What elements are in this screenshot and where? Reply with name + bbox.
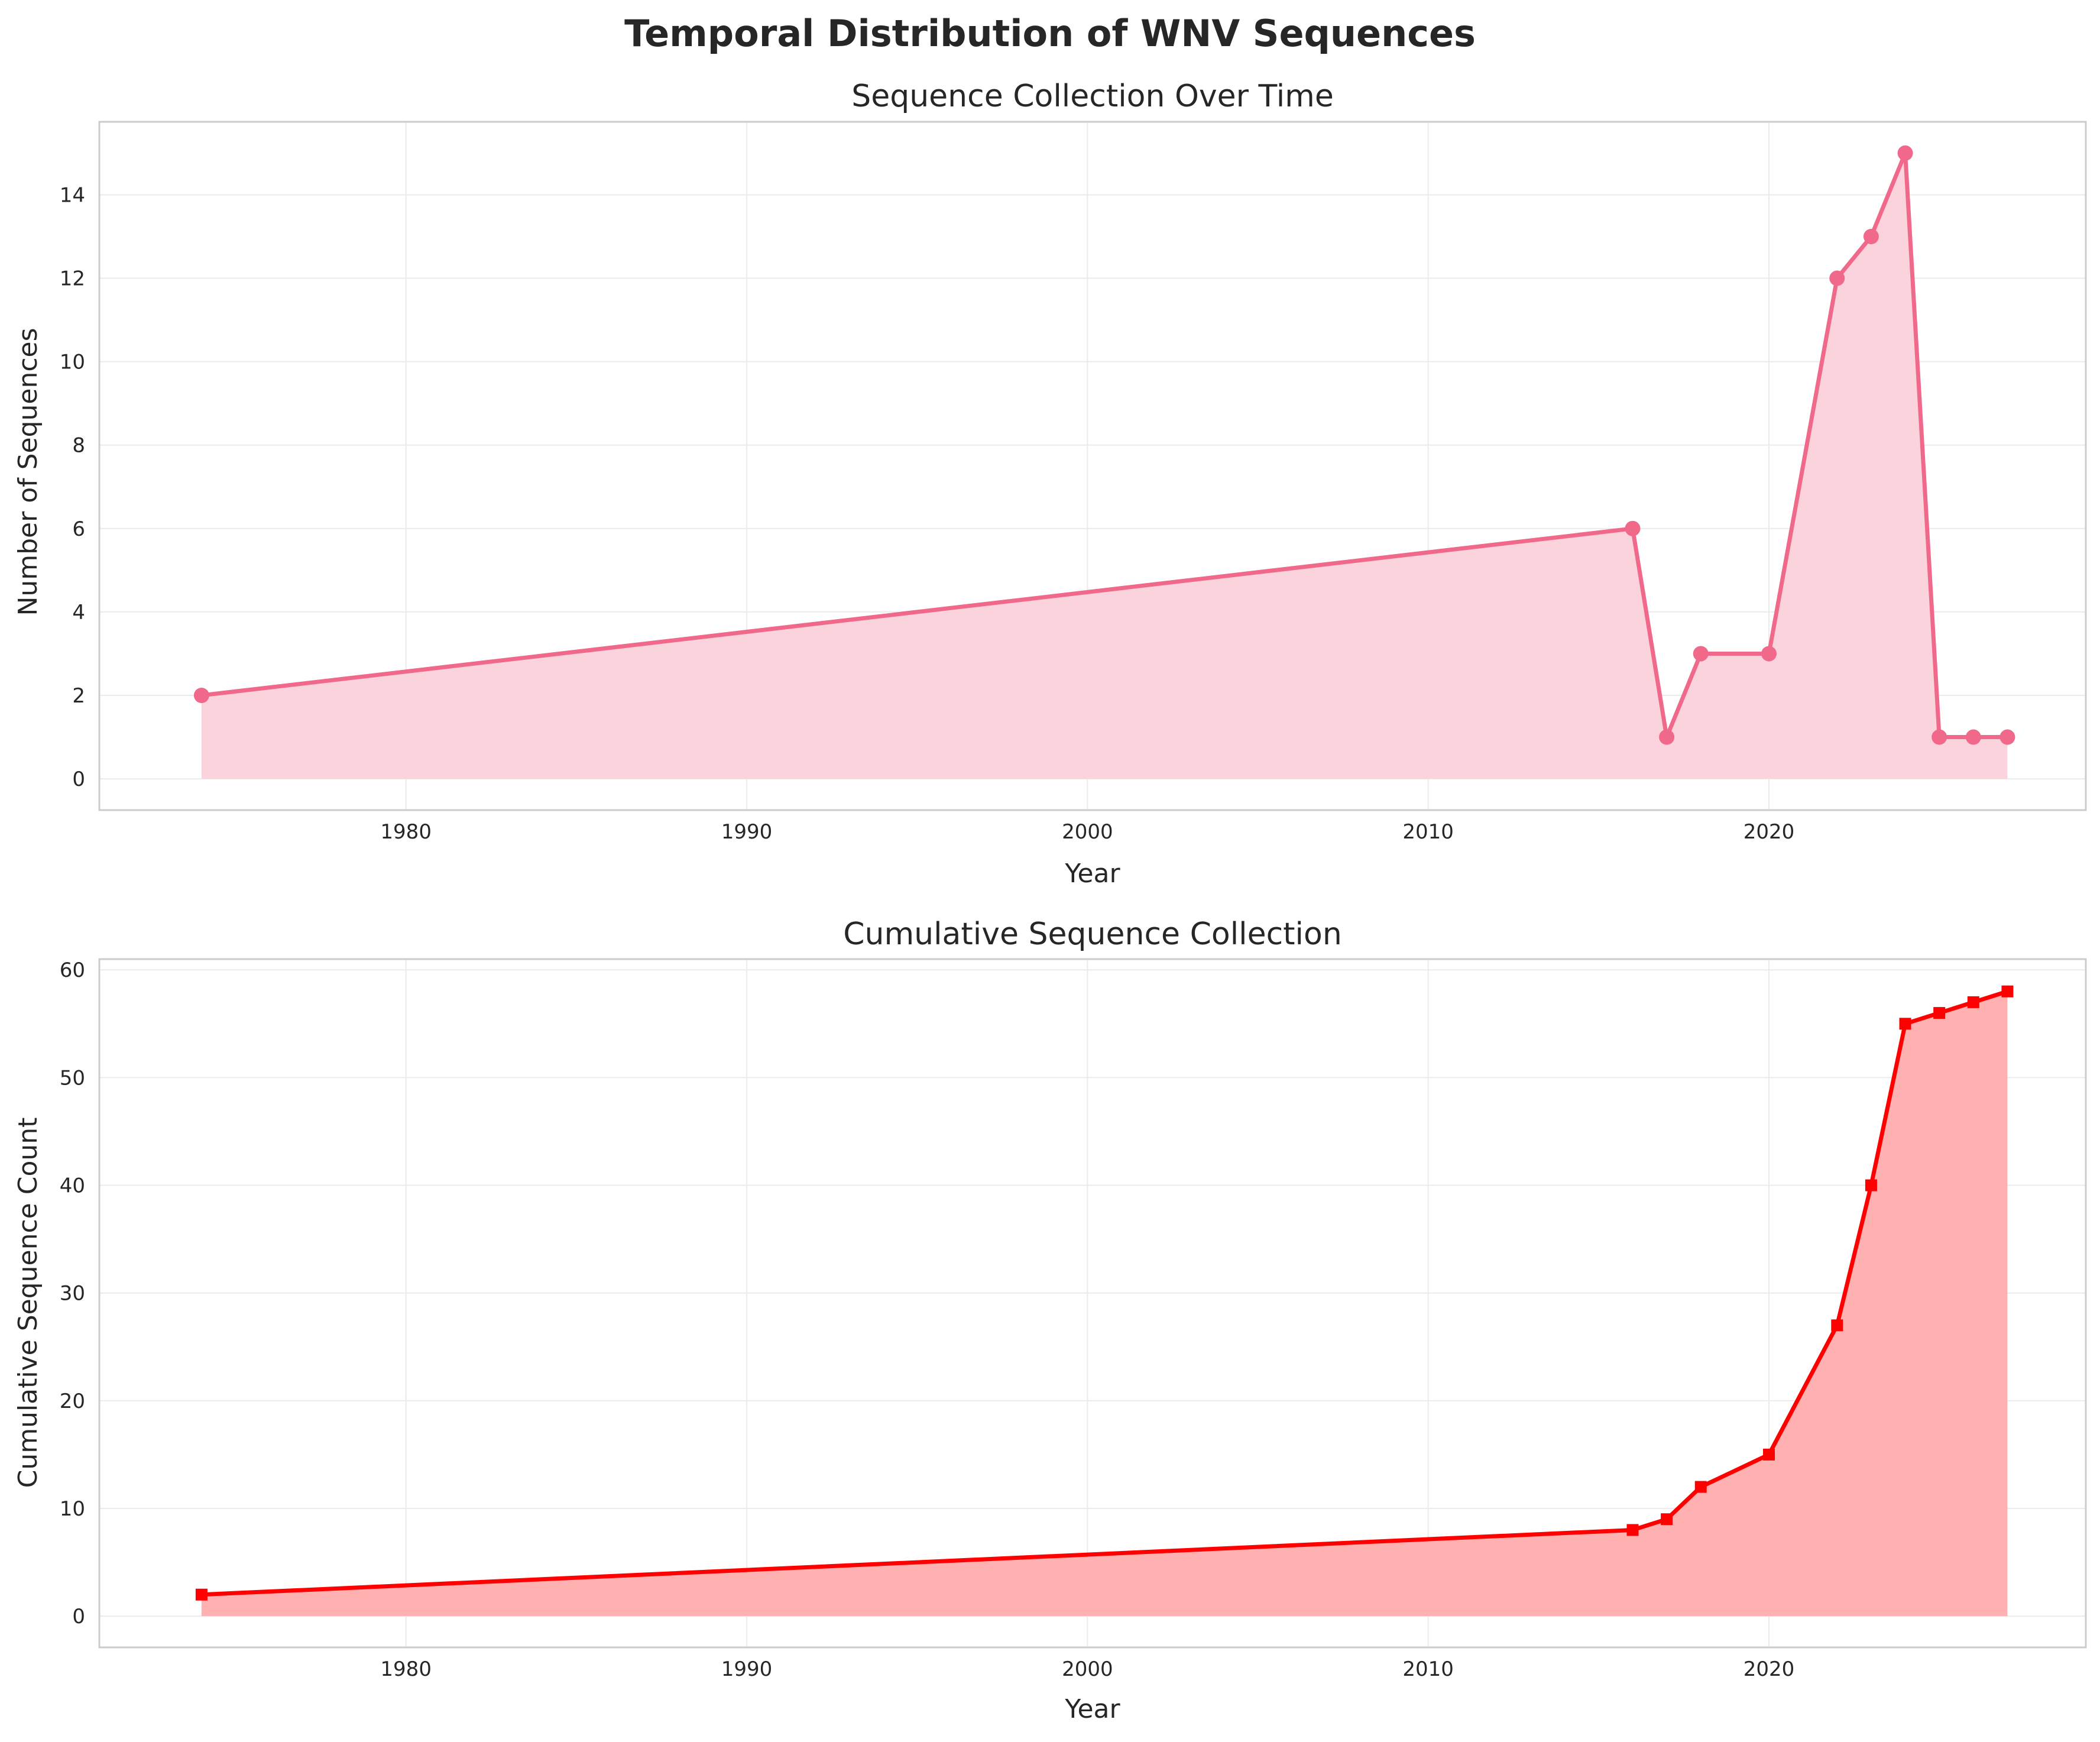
data-point [1661, 1513, 1673, 1526]
y-tick-label: 14 [60, 183, 85, 207]
x-axis-label: Year [1064, 1694, 1120, 1724]
y-axis-label: Cumulative Sequence Count [13, 1118, 43, 1488]
y-tick-label: 10 [60, 351, 85, 374]
data-point [1967, 996, 1979, 1008]
data-point [1761, 646, 1777, 662]
figure-suptitle: Temporal Distribution of WNV Sequences [624, 12, 1476, 55]
x-tick-label: 2000 [1062, 820, 1113, 844]
y-tick-label: 8 [72, 434, 85, 458]
data-point [1693, 646, 1709, 662]
data-point [2001, 985, 2014, 998]
data-point [1625, 520, 1641, 536]
x-tick-label: 2020 [1743, 820, 1795, 844]
x-tick-label: 1990 [721, 820, 773, 844]
x-tick-label: 1980 [380, 820, 432, 844]
data-point [1863, 229, 1879, 244]
x-tick-label: 1980 [380, 1657, 432, 1681]
y-tick-label: 20 [60, 1390, 85, 1413]
y-tick-label: 50 [60, 1066, 85, 1090]
y-tick-label: 30 [60, 1282, 85, 1306]
y-tick-label: 6 [72, 517, 85, 541]
data-point [1829, 270, 1845, 286]
panel-title: Cumulative Sequence Collection [843, 917, 1342, 952]
y-tick-label: 0 [72, 768, 85, 791]
x-tick-label: 1990 [721, 1657, 773, 1681]
y-tick-label: 40 [60, 1174, 85, 1198]
axes-frame [98, 121, 2087, 811]
x-tick-label: 2010 [1402, 1657, 1454, 1681]
axes-frame [98, 958, 2087, 1649]
data-point [1999, 729, 2015, 745]
data-point [1659, 729, 1675, 745]
y-tick-label: 0 [72, 1605, 85, 1628]
panel-cumulative-collection: Cumulative Sequence Collection Year Cumu… [13, 917, 2087, 1724]
panel-title: Sequence Collection Over Time [851, 79, 1334, 114]
x-axis-label: Year [1064, 859, 1120, 889]
data-point [1933, 1007, 1946, 1019]
data-point [1897, 145, 1913, 161]
grid [99, 959, 2086, 1647]
data-point [1763, 1448, 1775, 1461]
data-point [1965, 729, 1981, 745]
y-axis-label: Number of Sequences [13, 328, 43, 616]
y-tick-label: 4 [72, 601, 85, 624]
data-point [1694, 1481, 1707, 1493]
x-tick-label: 2010 [1402, 820, 1454, 844]
data-point [1932, 729, 1947, 745]
y-tick-label: 2 [72, 684, 85, 708]
data-point [1626, 1524, 1639, 1536]
x-tick-label: 2020 [1743, 1657, 1795, 1681]
panel-sequence-collection: Sequence Collection Over Time Year Numbe… [13, 79, 2087, 889]
data-point [1865, 1179, 1877, 1191]
series-area [201, 153, 2008, 779]
data-point [1831, 1319, 1843, 1332]
data-point [1899, 1018, 1911, 1030]
data-point [193, 688, 209, 703]
y-tick-label: 12 [60, 267, 85, 291]
y-tick-label: 10 [60, 1497, 85, 1521]
y-tick-label: 60 [60, 959, 85, 982]
series-area [201, 991, 2008, 1617]
x-tick-label: 2000 [1062, 1657, 1113, 1681]
data-point [195, 1588, 208, 1601]
